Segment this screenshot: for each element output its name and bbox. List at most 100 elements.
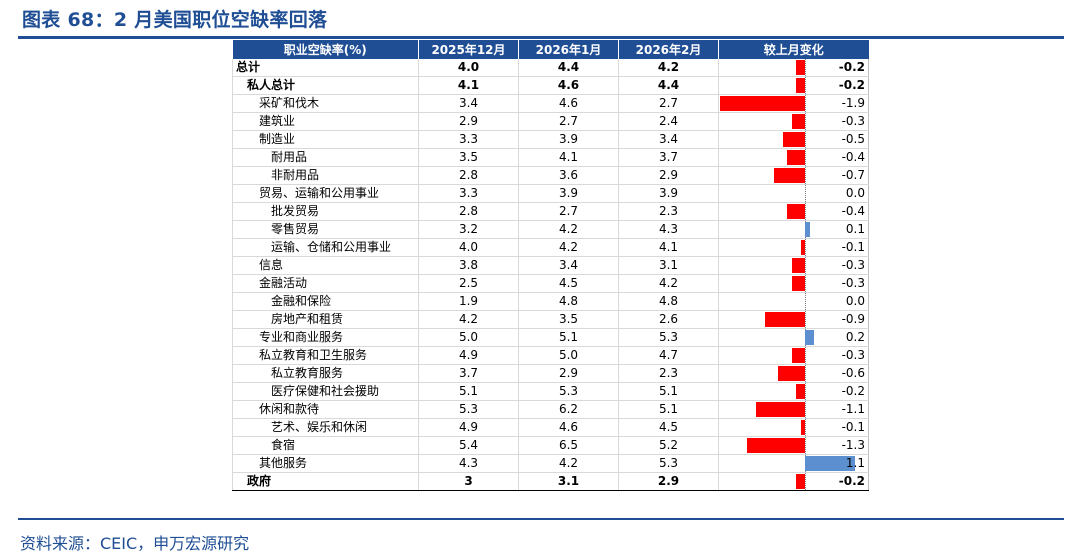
negative-change-bar	[791, 348, 805, 363]
row-label: 贸易、运输和公用事业	[232, 184, 419, 203]
value-feb-2026: 2.6	[618, 310, 719, 329]
table-row: 运输、仓储和公用事业 4.0 4.2 4.1 -0.1	[232, 238, 869, 257]
value-dec-2025: 4.0	[418, 238, 519, 257]
value-feb-2026: 3.7	[618, 148, 719, 167]
value-jan-2026: 6.5	[518, 436, 619, 455]
value-feb-2026: 2.4	[618, 112, 719, 131]
table-row: 总计 4.0 4.4 4.2 -0.2	[232, 59, 869, 77]
value-jan-2026: 2.9	[518, 364, 619, 383]
change-cell: -0.1	[718, 238, 869, 257]
row-label: 私立教育服务	[232, 364, 419, 383]
zero-axis	[805, 203, 806, 220]
change-cell: -0.9	[718, 310, 869, 329]
row-label: 耐用品	[232, 148, 419, 167]
row-label: 艺术、娱乐和休闲	[232, 418, 419, 437]
value-dec-2025: 5.0	[418, 328, 519, 347]
row-label: 零售贸易	[232, 220, 419, 239]
value-feb-2026: 5.2	[618, 436, 719, 455]
negative-change-bar	[791, 114, 805, 129]
value-feb-2026: 5.1	[618, 400, 719, 419]
row-label: 专业和商业服务	[232, 328, 419, 347]
row-label: 金融活动	[232, 274, 419, 293]
zero-axis	[805, 419, 806, 436]
change-cell: -0.3	[718, 256, 869, 275]
value-jan-2026: 3.6	[518, 166, 619, 185]
zero-axis	[805, 131, 806, 148]
change-value: -0.2	[838, 474, 865, 488]
zero-axis	[805, 437, 806, 454]
change-value: -0.9	[841, 312, 865, 326]
value-feb-2026: 4.2	[618, 59, 719, 77]
value-jan-2026: 4.1	[518, 148, 619, 167]
row-label: 休闲和款待	[232, 400, 419, 419]
row-label: 食宿	[232, 436, 419, 455]
row-label: 其他服务	[232, 454, 419, 473]
change-value: -0.1	[841, 420, 865, 434]
table-row: 金融活动 2.5 4.5 4.2 -0.3	[232, 274, 869, 293]
change-cell: 1.1	[718, 454, 869, 473]
value-feb-2026: 2.3	[618, 202, 719, 221]
table-row: 艺术、娱乐和休闲 4.9 4.6 4.5 -0.1	[232, 418, 869, 437]
change-cell: -0.3	[718, 274, 869, 293]
table-row: 采矿和伐木 3.4 4.6 2.7 -1.9	[232, 94, 869, 113]
table-row: 耐用品 3.5 4.1 3.7 -0.4	[232, 148, 869, 167]
zero-axis	[805, 185, 806, 202]
zero-axis	[805, 293, 806, 310]
change-cell: -0.2	[718, 76, 869, 95]
table-row: 信息 3.8 3.4 3.1 -0.3	[232, 256, 869, 275]
zero-axis	[805, 347, 806, 364]
table-row: 医疗保健和社会援助 5.1 5.3 5.1 -0.2	[232, 382, 869, 401]
table-row: 制造业 3.3 3.9 3.4 -0.5	[232, 130, 869, 149]
value-feb-2026: 4.4	[618, 76, 719, 95]
value-dec-2025: 3.7	[418, 364, 519, 383]
value-feb-2026: 4.7	[618, 346, 719, 365]
value-jan-2026: 3.9	[518, 130, 619, 149]
negative-change-bar	[773, 168, 805, 183]
zero-axis	[805, 473, 806, 490]
change-cell: -0.1	[718, 418, 869, 437]
title-rule	[18, 36, 1064, 39]
change-cell: -0.2	[718, 59, 869, 77]
change-cell: -1.1	[718, 400, 869, 419]
value-dec-2025: 3.5	[418, 148, 519, 167]
change-cell: 0.0	[718, 184, 869, 203]
change-cell: -1.3	[718, 436, 869, 455]
change-value: -0.5	[841, 132, 865, 146]
change-cell: -0.3	[718, 346, 869, 365]
value-jan-2026: 2.7	[518, 202, 619, 221]
header-feb-2026: 2026年2月	[618, 40, 719, 59]
value-jan-2026: 2.7	[518, 112, 619, 131]
table-row: 房地产和租赁 4.2 3.5 2.6 -0.9	[232, 310, 869, 329]
positive-change-bar	[805, 330, 814, 345]
value-dec-2025: 4.2	[418, 310, 519, 329]
header-category: 职业空缺率(%)	[232, 40, 419, 59]
negative-change-bar	[791, 258, 805, 273]
negative-change-bar	[791, 276, 805, 291]
value-jan-2026: 3.4	[518, 256, 619, 275]
value-dec-2025: 3.8	[418, 256, 519, 275]
negative-change-bar	[796, 60, 805, 75]
change-value: -0.3	[841, 348, 865, 362]
footer-rule	[18, 518, 1064, 520]
value-jan-2026: 4.2	[518, 454, 619, 473]
change-value: 0.0	[845, 186, 865, 200]
row-label: 运输、仓储和公用事业	[232, 238, 419, 257]
change-cell: -1.9	[718, 94, 869, 113]
change-cell: -0.5	[718, 130, 869, 149]
negative-change-bar	[746, 438, 805, 453]
zero-axis	[805, 239, 806, 256]
change-value: 1.1	[845, 456, 865, 470]
value-jan-2026: 3.1	[518, 472, 619, 491]
change-value: 0.2	[845, 330, 865, 344]
value-dec-2025: 3	[418, 472, 519, 491]
zero-axis	[805, 401, 806, 418]
change-cell: -0.2	[718, 472, 869, 491]
value-jan-2026: 5.3	[518, 382, 619, 401]
table-row: 休闲和款待 5.3 6.2 5.1 -1.1	[232, 400, 869, 419]
value-feb-2026: 5.1	[618, 382, 719, 401]
value-dec-2025: 4.9	[418, 346, 519, 365]
zero-axis	[805, 77, 806, 94]
value-feb-2026: 5.3	[618, 328, 719, 347]
zero-axis	[805, 311, 806, 328]
row-label: 政府	[232, 472, 419, 491]
